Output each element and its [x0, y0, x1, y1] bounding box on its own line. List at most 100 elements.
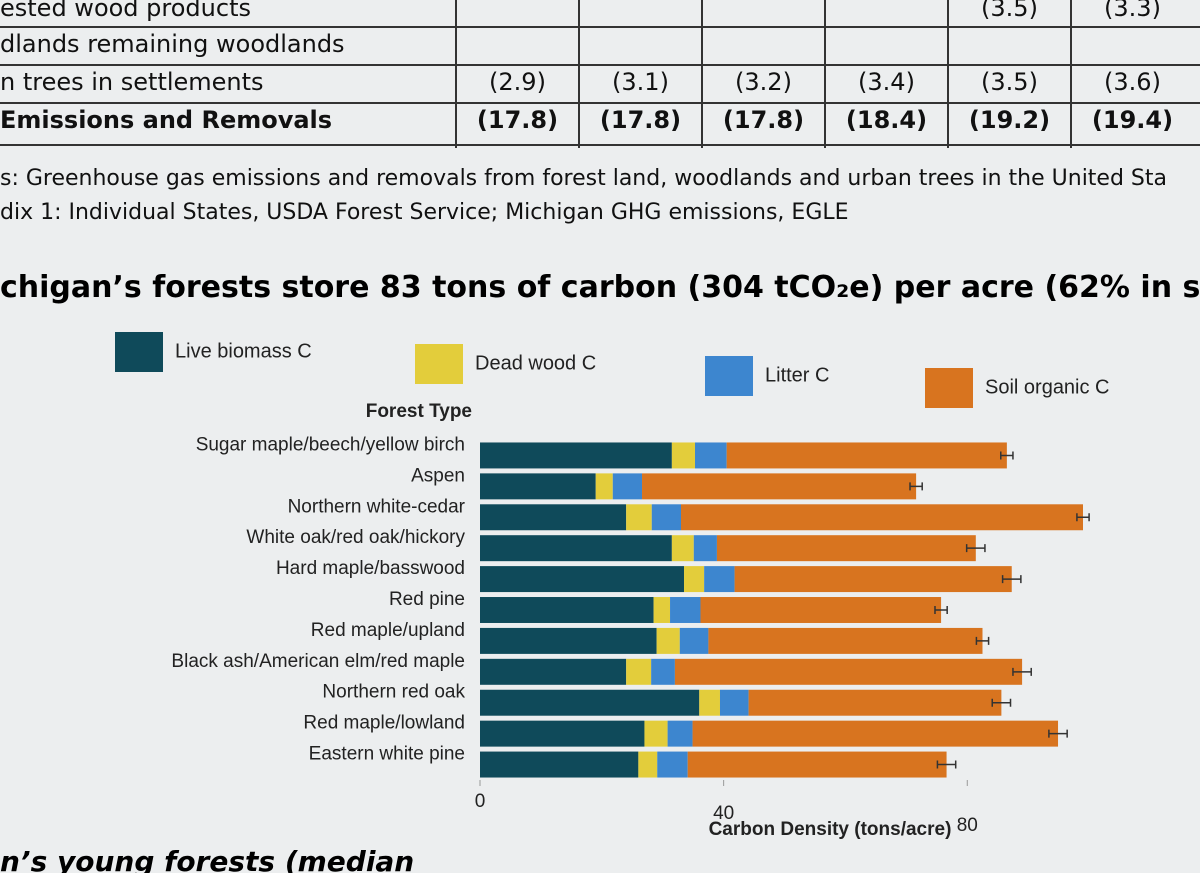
y-tick-label: Hard maple/basswood: [276, 558, 465, 579]
table-cell: [1070, 30, 1193, 68]
error-bar: [991, 698, 1012, 707]
bar-segment: [480, 535, 672, 562]
heading: chigan’s forests store 83 tons of carbon…: [0, 270, 1200, 305]
bar-segment: [700, 597, 942, 623]
bar-segment: [595, 473, 613, 500]
table-row: n trees in settlements (2.9) (3.1) (3.2) (3.…: [0, 64, 1200, 106]
error-bar: [975, 636, 990, 645]
table-cell: [455, 0, 578, 30]
bar-segment: [480, 751, 639, 778]
table-cell: (3.4): [824, 68, 947, 106]
caption: s: Greenhouse gas emissions and removals…: [0, 166, 1167, 191]
bar-segment: [684, 566, 705, 593]
error-bar: [1012, 667, 1032, 676]
row-label: Emissions and Removals: [0, 106, 333, 134]
bar-segment: [719, 689, 749, 716]
table-row: dlands remaining woodlands: [0, 26, 1200, 68]
error-bar: [1048, 729, 1068, 738]
error-bar: [1001, 575, 1022, 584]
table-cell: (3.5): [947, 0, 1070, 30]
error-bar: [909, 482, 923, 491]
table-row: Emissions and Removals (17.8) (17.8) (17.8)…: [0, 102, 1200, 148]
bar-segment: [693, 535, 717, 562]
y-tick-label: Eastern white pine: [309, 744, 465, 765]
bar-segment: [626, 504, 652, 531]
legend-label: Litter C: [765, 364, 829, 386]
table-cell: [455, 30, 578, 68]
bar-segment: [480, 504, 627, 531]
table-row: ested wood products (3.5) (3.3): [0, 0, 1200, 30]
bar-segment: [651, 658, 675, 685]
bar-segment: [670, 597, 701, 623]
y-tick-label: Northern white-cedar: [288, 496, 466, 517]
table-cell: (3.6): [1070, 68, 1193, 106]
y-tick-label: Black ash/American elm/red maple: [171, 651, 465, 672]
error-bar: [965, 544, 986, 553]
bar-segment: [671, 442, 696, 469]
x-tick-label: 0: [475, 791, 486, 812]
error-bar: [1000, 451, 1014, 460]
row-label: n trees in settlements: [0, 68, 264, 96]
bar-segment: [734, 566, 1012, 593]
bar-segment: [612, 473, 643, 500]
bar-segment: [480, 689, 700, 716]
bar-segment: [480, 658, 627, 685]
bar-segment: [726, 442, 1007, 469]
bar-segment: [681, 504, 1083, 531]
table-cell: [701, 0, 824, 30]
bar-segment: [667, 720, 693, 747]
y-tick-label: White oak/red oak/hickory: [246, 527, 465, 548]
bar-segment: [716, 535, 976, 562]
bar-segment: [687, 751, 947, 778]
bar-segment: [704, 566, 735, 593]
table-cell: (3.5): [947, 68, 1070, 106]
table-cell: [824, 30, 947, 68]
table-cell: (17.8): [455, 106, 578, 148]
legend-swatch: [925, 368, 973, 408]
table-cell: (17.8): [578, 106, 701, 148]
bar-segment: [656, 627, 680, 654]
bar-segment: [699, 689, 720, 716]
table-cell: [701, 30, 824, 68]
error-bar: [934, 606, 948, 614]
table-cell: (17.8): [701, 106, 824, 148]
chart: Forest Type Carbon Density (tons/acre) L…: [115, 332, 1110, 840]
bar-segment: [674, 658, 1023, 685]
bar-segment: [651, 504, 681, 531]
row-label: ested wood products: [0, 0, 251, 22]
bar-segment: [695, 442, 727, 469]
table-cell: (19.2): [947, 106, 1070, 148]
x-tick-label: 80: [957, 815, 978, 836]
bar-segment: [653, 597, 671, 623]
bar-segment: [644, 720, 668, 747]
bar-segment: [692, 720, 1059, 747]
legend-swatch: [705, 356, 753, 396]
table-cell: (3.1): [578, 68, 701, 106]
table-cell: [947, 30, 1070, 68]
legend-label: Live biomass C: [175, 340, 312, 362]
bar-segment: [657, 751, 688, 778]
y-tick-label: Red pine: [389, 589, 465, 610]
bar-segment: [642, 473, 917, 500]
bar-segment: [480, 720, 645, 747]
x-tick-label: 40: [713, 803, 734, 824]
bar-segment: [748, 689, 1002, 716]
bar-segment: [626, 658, 652, 685]
x-axis-title: Carbon Density (tons/acre): [709, 819, 952, 840]
error-bar: [936, 760, 957, 769]
table-cell: [578, 0, 701, 30]
table-cell: [824, 0, 947, 30]
table-cell: (2.9): [455, 68, 578, 106]
footer-text: n’s young forests (median: [0, 845, 415, 873]
table-cell: (3.2): [701, 68, 824, 106]
y-tick-label: Sugar maple/beech/yellow birch: [196, 434, 465, 455]
y-tick-label: Red maple/upland: [311, 620, 465, 641]
table-cell: [578, 30, 701, 68]
bar-segment: [480, 442, 672, 469]
bar-segment: [679, 627, 709, 654]
bar-segment: [708, 627, 983, 654]
y-axis-title: Forest Type: [366, 401, 472, 422]
table-cell: (3.3): [1070, 0, 1193, 30]
row-label: dlands remaining woodlands: [0, 30, 345, 58]
error-bar: [1076, 513, 1090, 522]
